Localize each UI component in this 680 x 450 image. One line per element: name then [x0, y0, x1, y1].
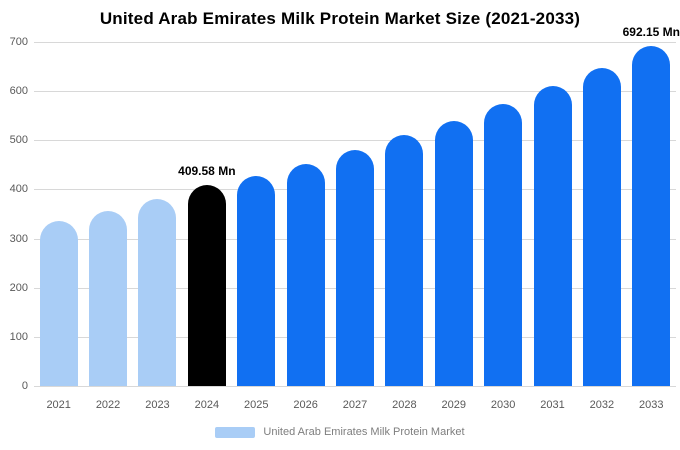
bar-2031: [533, 86, 572, 386]
y-tick-label-500: 500: [9, 134, 28, 147]
bar-2032: [582, 67, 621, 386]
chart-title: United Arab Emirates Milk Protein Market…: [99, 9, 581, 28]
x-tick-label-2028: 2028: [392, 399, 417, 411]
y-tick-label-100: 100: [9, 330, 28, 343]
x-tick-label-2021: 2021: [46, 399, 71, 411]
y-axis: 0 100 200 300 400 500 600 700: [10, 36, 676, 392]
data-label-2033: 692.15 Mn: [622, 24, 680, 39]
bar-2028: [385, 135, 424, 386]
bar-2026: [286, 163, 325, 386]
y-tick-label-300: 300: [9, 232, 28, 245]
y-tick-label-0: 0: [21, 380, 28, 392]
legend: United Arab Emirates Milk Protein Market: [0, 424, 680, 440]
gridline-0: [34, 386, 676, 387]
y-tick-label-600: 600: [9, 85, 28, 98]
x-tick-label-2031: 2031: [540, 399, 565, 411]
x-tick-label-2032: 2032: [589, 399, 615, 411]
legend-label: United Arab Emirates Milk Protein Market: [263, 426, 465, 438]
bar-2029: [434, 120, 473, 386]
bars-layer: [34, 42, 676, 386]
bar-2030: [484, 103, 523, 386]
x-tick-label-2030: 2030: [490, 399, 516, 411]
x-tick-label-2033: 2033: [639, 399, 664, 411]
x-tick-label-2024: 2024: [194, 399, 220, 411]
x-tick-label-2029: 2029: [441, 399, 466, 411]
gridline-600: [34, 91, 676, 93]
x-tick-label-2026: 2026: [293, 399, 318, 411]
x-tick-label-2027: 2027: [342, 399, 368, 411]
bar-2027: [336, 150, 374, 386]
bar-2025: [237, 175, 276, 386]
x-tick-label-2025: 2025: [243, 399, 269, 411]
gridline-700: [34, 42, 676, 43]
plot-area: 0 100 200 300 400 500 600 700 2021 2022 2023 2024 2…: [10, 25, 680, 411]
x-axis: 2021 2022 2023 2024 2025 2026 2027 2028 2029 2030…: [34, 42, 676, 411]
x-tick-label-2022: 2022: [95, 399, 121, 411]
y-tick-label-400: 400: [9, 183, 28, 196]
bar-2033: [632, 45, 671, 386]
bar-2023: [138, 199, 177, 386]
y-tick-label-700: 700: [9, 36, 28, 48]
legend-swatch: [215, 426, 256, 438]
bar-2022: [89, 211, 128, 386]
x-tick-label-2023: 2023: [145, 399, 170, 411]
gridline-500: [34, 140, 676, 142]
bar-2021: [39, 221, 78, 386]
bar-2024: [187, 184, 226, 386]
annotations-layer: 409.58 Mn 692.15 Mn: [34, 25, 680, 386]
y-tick-label-200: 200: [9, 281, 28, 294]
data-label-2024: 409.58 Mn: [178, 163, 236, 178]
